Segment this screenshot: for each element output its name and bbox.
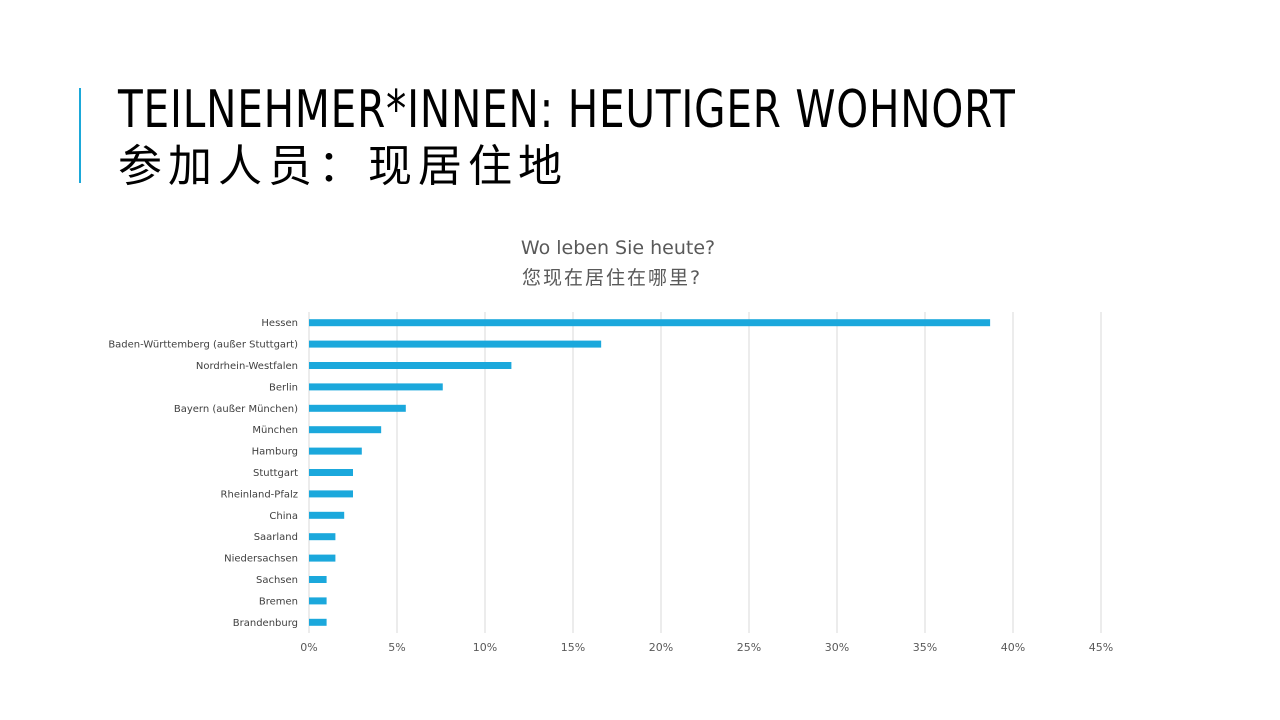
category-label: Rheinland-Pfalz [221, 489, 298, 500]
x-tick-label: 25% [737, 641, 761, 654]
chart-x-tick-labels: 0% 5% 10% 15% 20% 25% 30% 35% 40% 45% [300, 641, 1113, 654]
category-label: Nordrhein-Westfalen [196, 361, 298, 372]
bar [309, 597, 327, 605]
chart-gridlines [308, 312, 1102, 633]
category-label: Bremen [259, 596, 298, 607]
bar [309, 404, 406, 412]
bar [309, 383, 443, 391]
category-label: Sachsen [256, 575, 298, 586]
bar [309, 319, 991, 327]
bar [309, 576, 327, 583]
bar [309, 447, 362, 455]
x-tick-label: 35% [913, 641, 937, 654]
chart-category-labels: Hessen Baden-Württemberg (außer Stuttgart… [108, 318, 298, 629]
category-label: Saarland [254, 532, 298, 543]
category-label: China [269, 511, 298, 522]
chart-title: Wo leben Sie heute? [521, 237, 715, 259]
category-label: Brandenburg [233, 618, 298, 629]
bar [309, 554, 336, 562]
category-label: Baden-Württemberg (außer Stuttgart) [108, 340, 298, 351]
x-tick-label: 45% [1089, 641, 1113, 654]
bar [309, 426, 382, 434]
x-tick-label: 15% [561, 641, 585, 654]
chart-bars [309, 319, 991, 626]
bar [309, 490, 353, 498]
x-tick-label: 5% [388, 641, 405, 654]
x-tick-label: 20% [649, 641, 673, 654]
x-tick-label: 40% [1001, 641, 1025, 654]
category-label: Bayern (außer München) [174, 404, 298, 415]
bar [309, 511, 345, 519]
bar [309, 618, 327, 626]
category-label: Berlin [269, 382, 298, 393]
slide-title-chinese: 参加人员：现居住地 [118, 141, 568, 192]
category-label: München [252, 425, 298, 436]
chart-subtitle: 您现在居住在哪里? [522, 267, 702, 289]
x-tick-label: 0% [300, 641, 317, 654]
bar [309, 533, 336, 541]
category-label: Hamburg [252, 447, 298, 458]
slide-title: TEILNEHMER*INNEN: HEUTIGER WOHNORT 参加人员：… [118, 80, 1269, 194]
bar [309, 469, 353, 476]
category-label: Niedersachsen [224, 554, 298, 565]
x-tick-label: 10% [473, 641, 497, 654]
slide-title-german: TEILNEHMER*INNEN: HEUTIGER WOHNORT [118, 80, 1016, 140]
x-tick-label: 30% [825, 641, 849, 654]
bar [309, 340, 602, 348]
category-label: Stuttgart [253, 468, 298, 479]
title-accent-bar [79, 88, 81, 183]
bar [309, 362, 512, 369]
category-label: Hessen [261, 318, 298, 329]
